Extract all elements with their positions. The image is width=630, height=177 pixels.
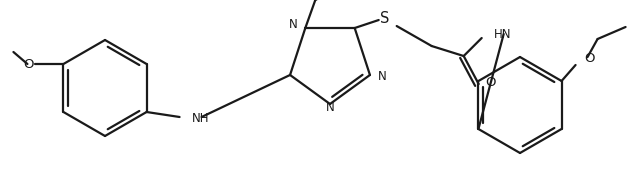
Text: N: N [378, 70, 387, 83]
Text: NH: NH [192, 113, 209, 125]
Text: O: O [23, 58, 33, 70]
Text: O: O [585, 53, 595, 65]
Text: N: N [289, 18, 297, 30]
Text: HN: HN [494, 27, 511, 41]
Text: N: N [326, 101, 335, 114]
Text: O: O [486, 76, 496, 89]
Text: S: S [380, 10, 389, 25]
